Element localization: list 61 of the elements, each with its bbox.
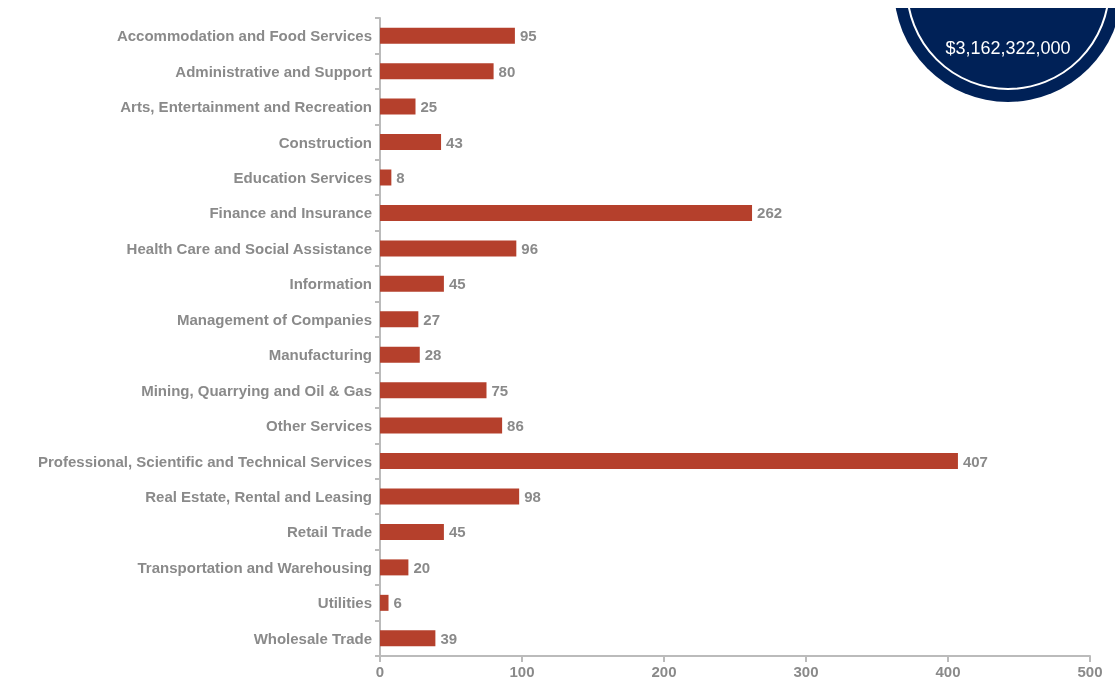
- data-label: 43: [446, 133, 463, 151]
- data-label: 39: [440, 629, 458, 647]
- data-label: 96: [521, 239, 539, 257]
- y-tick-label: Transportation and Warehousing: [137, 558, 372, 576]
- bar: [380, 382, 487, 399]
- bar: [380, 134, 442, 151]
- data-label: 8: [396, 169, 405, 186]
- bar: [380, 417, 503, 434]
- data-label: 262: [757, 204, 783, 222]
- bar: [380, 27, 515, 44]
- y-tick-label: Retail Trade: [286, 523, 372, 541]
- y-tick-label: Other Services: [266, 417, 372, 435]
- bar: [380, 275, 444, 292]
- x-tick-label: 200: [651, 663, 677, 680]
- bar: [380, 204, 753, 221]
- data-label: 28: [424, 346, 442, 364]
- bar: [380, 346, 420, 363]
- data-label: 27: [423, 310, 441, 328]
- y-tick-label: Finance and Insurance: [209, 204, 372, 222]
- data-label: 75: [491, 381, 509, 399]
- bar: [380, 523, 444, 540]
- annotation: $3,162,322,000: [945, 38, 1071, 58]
- y-tick-label: Accommodation and Food Services: [116, 27, 372, 45]
- data-label: 25: [420, 98, 438, 116]
- y-tick-label: Real Estate, Rental and Leasing: [145, 488, 372, 505]
- y-tick-label: Utilities: [317, 594, 372, 612]
- data-label: 407: [962, 452, 988, 470]
- x-tick-label: 500: [1077, 663, 1103, 680]
- data-label: 98: [524, 488, 541, 505]
- y-tick-label: Arts, Entertainment and Recreation: [120, 98, 372, 116]
- y-tick-label: Professional, Scientific and Technical Services: [37, 452, 372, 470]
- y-tick-label: Health Care and Social Assistance: [126, 239, 372, 257]
- x-tick-label: 100: [509, 663, 535, 680]
- y-tick-label: Mining, Quarrying and Oil & Gas: [141, 381, 372, 399]
- data-label: 6: [393, 594, 402, 612]
- bar: [380, 311, 419, 328]
- bar: [380, 63, 494, 80]
- x-tick-label: 400: [935, 663, 961, 680]
- data-label: 45: [448, 523, 466, 541]
- bar: [380, 240, 517, 257]
- bar: [380, 488, 520, 505]
- y-tick-label: Information: [289, 275, 372, 293]
- bar: [380, 559, 409, 576]
- x-tick-label: 0: [375, 663, 385, 680]
- y-tick-label: Education Services: [233, 169, 372, 186]
- x-tick-label: 300: [793, 663, 819, 680]
- bar: [380, 594, 389, 611]
- data-label: 86: [507, 417, 524, 435]
- y-tick-label: Manufacturing: [268, 346, 372, 364]
- data-label: 20: [413, 558, 431, 576]
- y-tick-label: Wholesale Trade: [253, 629, 372, 647]
- data-label: 80: [498, 62, 516, 80]
- bar: [380, 98, 416, 115]
- bar: [380, 630, 436, 647]
- y-tick-label: Administrative and Support: [175, 62, 372, 80]
- y-tick-label: Management of Companies: [176, 310, 372, 328]
- data-label: 95: [519, 27, 537, 45]
- data-label: 45: [448, 275, 466, 293]
- y-tick-label: Construction: [278, 133, 372, 151]
- bar: [380, 453, 958, 470]
- bar: [380, 169, 392, 186]
